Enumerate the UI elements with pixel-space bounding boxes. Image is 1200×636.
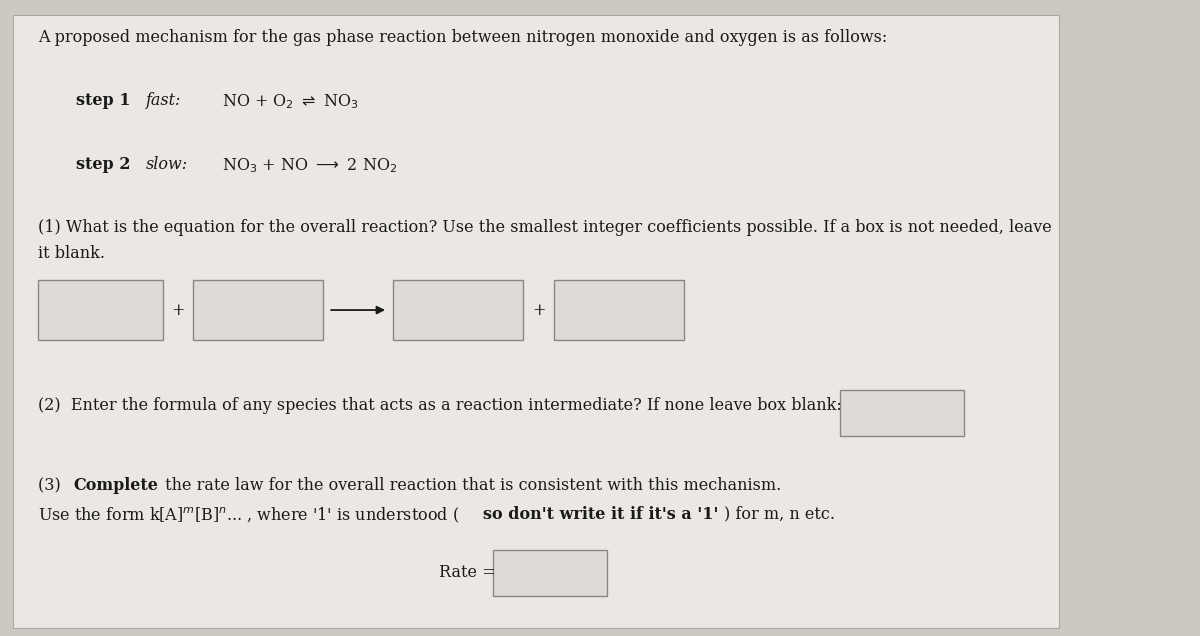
Text: (2)  Enter the formula of any species that acts as a reaction intermediate? If n: (2) Enter the formula of any species tha…	[38, 398, 841, 415]
Text: Complete: Complete	[73, 477, 158, 494]
FancyBboxPatch shape	[13, 15, 1058, 628]
Text: slow:: slow:	[146, 156, 188, 173]
Text: +: +	[532, 301, 545, 319]
Bar	[394, 280, 523, 340]
Text: +: +	[170, 301, 185, 319]
Text: (1) What is the equation for the overall reaction? Use the smallest integer coef: (1) What is the equation for the overall…	[38, 219, 1051, 237]
Text: step 2: step 2	[76, 156, 131, 173]
Text: (3): (3)	[38, 477, 66, 494]
Bar	[193, 280, 323, 340]
Text: it blank.: it blank.	[38, 245, 104, 262]
Text: NO$_3$ + NO $\longrightarrow$ 2 NO$_2$: NO$_3$ + NO $\longrightarrow$ 2 NO$_2$	[222, 156, 397, 174]
Bar	[553, 280, 684, 340]
Bar	[493, 550, 607, 596]
Text: ) for m, n etc.: ) for m, n etc.	[724, 506, 835, 523]
Text: Rate =: Rate =	[439, 564, 496, 581]
Text: Use the form k[A]$^m$[B]$^n$... , where '1' is understood (: Use the form k[A]$^m$[B]$^n$... , where …	[38, 506, 460, 525]
Text: fast:: fast:	[146, 92, 181, 109]
Bar	[38, 280, 162, 340]
Bar	[840, 390, 965, 436]
Text: A proposed mechanism for the gas phase reaction between nitrogen monoxide and ox: A proposed mechanism for the gas phase r…	[38, 29, 887, 46]
Text: the rate law for the overall reaction that is consistent with this mechanism.: the rate law for the overall reaction th…	[161, 477, 781, 494]
Text: NO + O$_2$ $\rightleftharpoons$ NO$_3$: NO + O$_2$ $\rightleftharpoons$ NO$_3$	[222, 92, 359, 111]
Text: so don't write it if it's a '1': so don't write it if it's a '1'	[484, 506, 719, 523]
Text: step 1: step 1	[76, 92, 131, 109]
